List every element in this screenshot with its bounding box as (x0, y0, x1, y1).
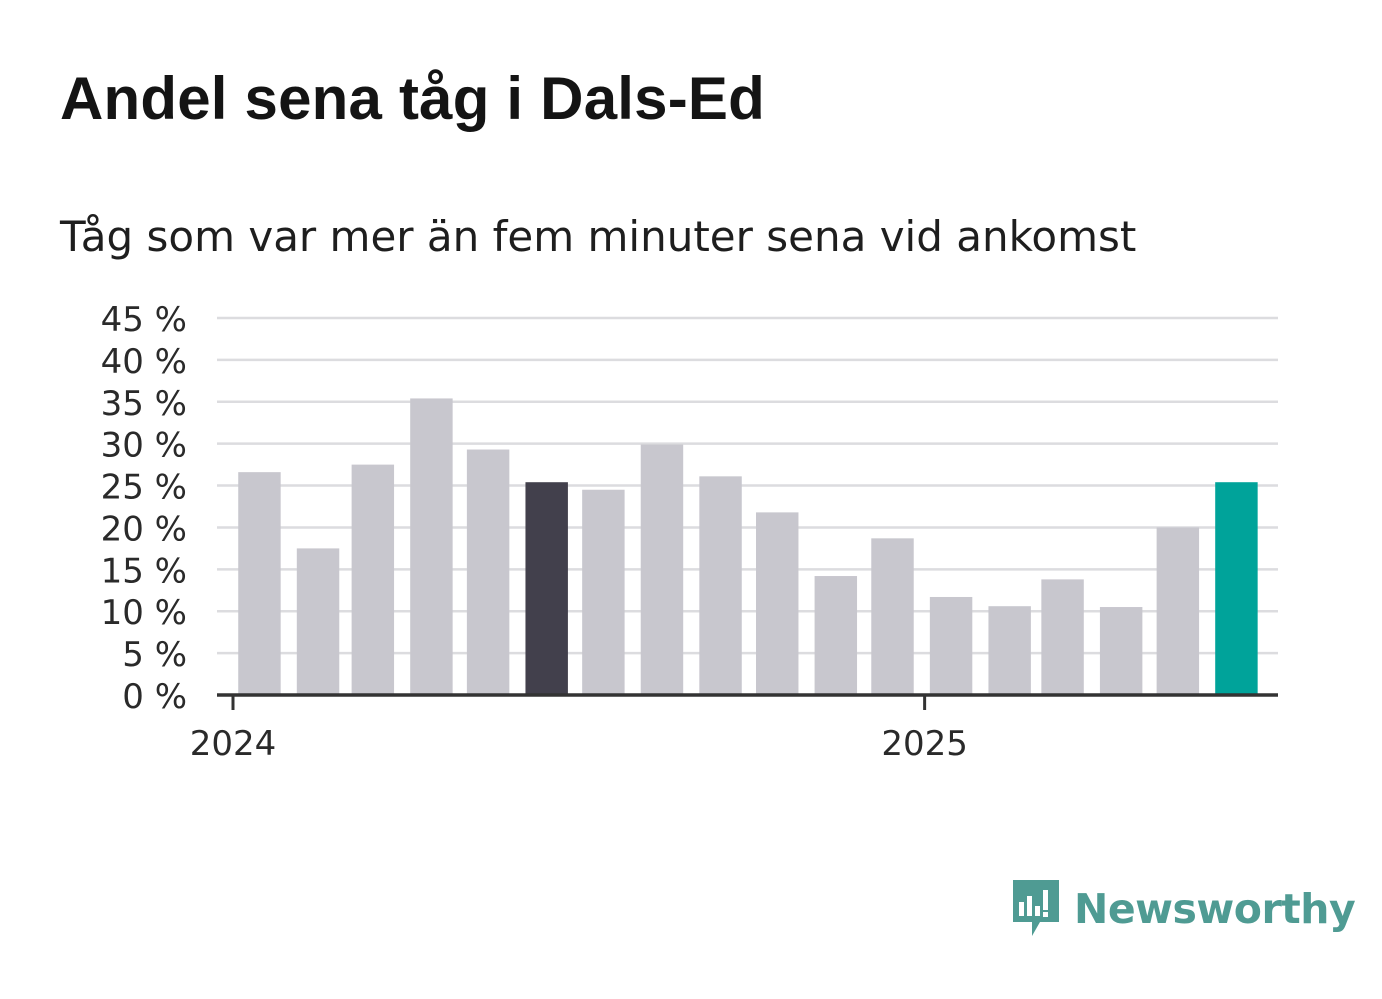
y-tick-label: 35 % (101, 384, 187, 424)
brand-name: Newsworthy (1074, 885, 1356, 933)
bar-2024-10 (756, 512, 799, 695)
bar-2025-01 (929, 596, 973, 695)
bar-2024-11 (814, 576, 858, 695)
bar-2024-09 (699, 476, 742, 695)
bar-2024-06 (525, 482, 568, 695)
x-tick-label: 2024 (190, 724, 277, 764)
x-tick-label: 2025 (881, 724, 968, 764)
y-tick-label: 45 % (101, 300, 187, 340)
y-tick-label: 10 % (101, 593, 187, 633)
chart-subtitle: Tåg som var mer än fem minuter sena vid … (60, 212, 1137, 261)
bar-2024-07 (582, 489, 625, 695)
bar-2024-02 (296, 548, 340, 695)
chart-title: Andel sena tåg i Dals-Ed (60, 65, 765, 132)
bar-2024-03 (351, 464, 395, 695)
y-tick-label: 40 % (101, 342, 187, 382)
bar-2025-06 (1215, 482, 1258, 695)
y-tick-label: 20 % (101, 509, 187, 549)
bar-2024-01 (238, 472, 281, 695)
brand-logo: Newsworthy (1010, 878, 1356, 940)
bar-2024-12 (871, 538, 914, 695)
y-tick-label: 0 % (122, 677, 187, 717)
bar-2024-04 (410, 398, 453, 695)
y-tick-label: 25 % (101, 468, 187, 508)
bar-2025-03 (1041, 579, 1084, 695)
bar-2024-08 (640, 444, 684, 695)
bar-2025-04 (1099, 607, 1143, 695)
bar-2025-02 (988, 606, 1031, 695)
bar-2024-05 (466, 449, 510, 695)
bar-2025-05 (1156, 527, 1200, 695)
y-tick-label: 15 % (101, 551, 187, 591)
newsworthy-chart-bubble-icon (1013, 880, 1059, 936)
y-tick-label: 5 % (122, 635, 187, 675)
y-tick-label: 30 % (101, 426, 187, 466)
